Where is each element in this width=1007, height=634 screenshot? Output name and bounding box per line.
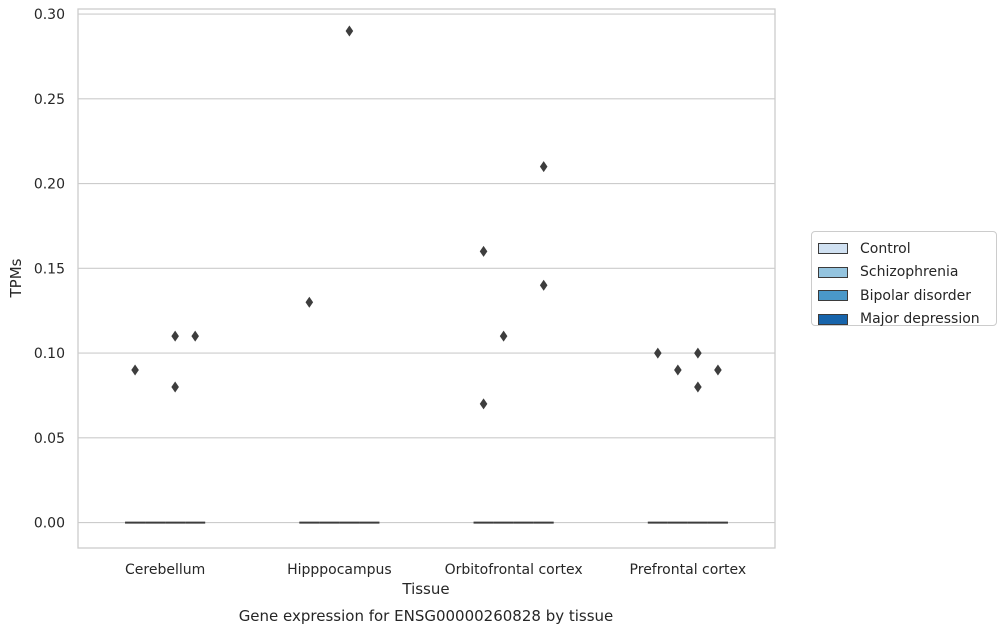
outlier-point [539,279,548,291]
outlier-point [171,330,179,342]
y-tick-label: 0.30 [34,7,65,23]
legend-label-control: Control [860,240,911,257]
chart-caption: Gene expression for ENSG00000260828 by t… [239,607,614,625]
legend-label-schizophrenia: Schizophrenia [860,264,959,281]
x-tick-label: Prefrontal cortex [630,562,747,578]
x-axis-label: Tissue [401,580,449,598]
legend-item-control: Control [818,237,996,261]
outlier-point [499,330,508,342]
legend-label-major-depression: Major depression [860,311,980,328]
outlier-point [539,161,548,173]
y-tick-label: 0.15 [34,261,65,277]
x-tick-label: Hipppocampus [287,562,392,578]
x-tick-label: Cerebellum [125,562,205,578]
outlier-point [694,381,702,393]
legend-swatch-schizophrenia [818,266,848,278]
x-tick-label: Orbitofrontal cortex [445,562,583,578]
outlier-points [131,25,722,410]
y-tick-label: 0.25 [34,92,65,108]
legend-item-major-depression: Major depression [818,308,996,332]
y-tick-labels: 0.00 0.05 0.10 0.15 0.20 0.25 0.30 [34,7,65,531]
y-tick-label: 0.20 [34,177,65,193]
plot-frame [77,8,776,549]
outlier-point [305,296,314,308]
outlier-point [191,330,199,342]
y-tick-label: 0.10 [34,346,65,362]
outlier-point [714,364,722,376]
outlier-point [479,398,488,410]
outlier-point [674,364,682,376]
y-axis-label: TPMs [7,258,25,298]
outlier-point [345,25,354,37]
legend-swatch-major-depression [818,313,848,325]
grid-lines [78,13,775,524]
legend: Control Schizophrenia Bipolar disorder M… [811,231,997,327]
outlier-point [479,245,488,257]
legend-swatch-bipolar-disorder [818,290,848,302]
legend-item-schizophrenia: Schizophrenia [818,261,996,285]
outlier-point [131,364,139,376]
x-tick-labels: Cerebellum Hipppocampus Orbitofrontal cort… [125,562,746,578]
y-tick-label: 0.05 [34,431,65,447]
y-tick-label: 0.00 [34,516,65,532]
outlier-point [694,347,702,359]
legend-item-bipolar-disorder: Bipolar disorder [818,284,996,308]
legend-label-bipolar-disorder: Bipolar disorder [860,287,972,304]
outlier-point [654,347,662,359]
outlier-point [171,381,179,393]
legend-swatch-control [818,243,848,255]
